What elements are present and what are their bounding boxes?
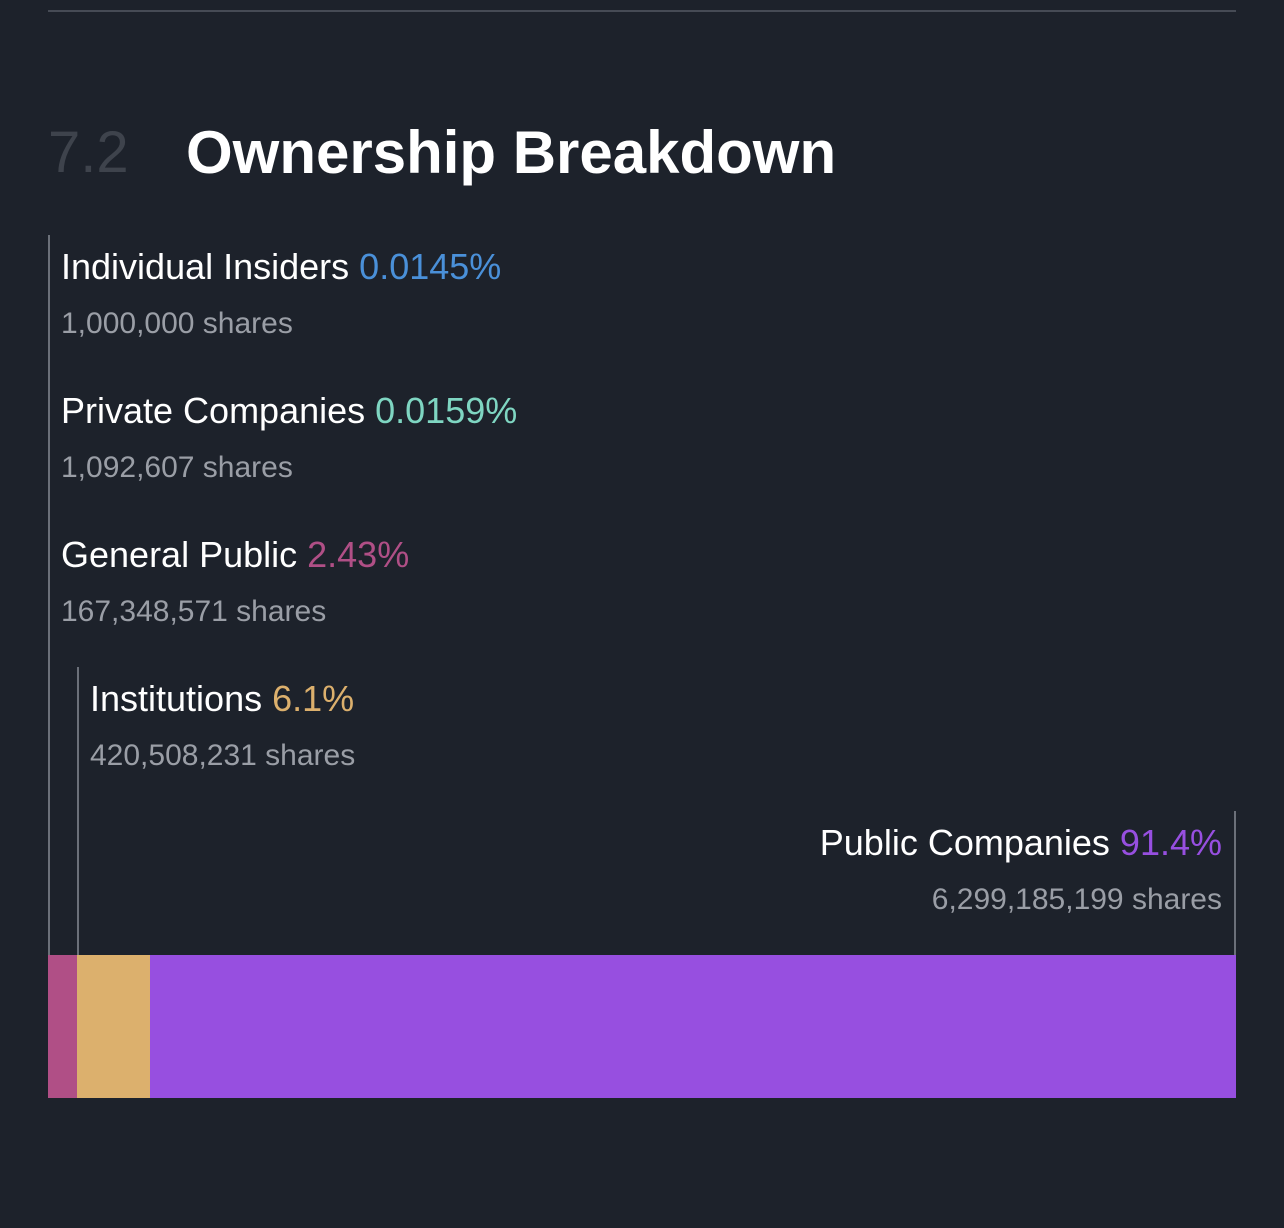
section-title: Ownership Breakdown	[186, 118, 837, 186]
legend-shares: 167,348,571 shares	[61, 595, 327, 628]
legend-name: Institutions	[90, 678, 273, 719]
section-number: 7.2	[48, 119, 129, 185]
legend-item: Private Companies 0.0159% 1,092,607 share…	[61, 391, 517, 485]
legend-name: Public Companies	[819, 822, 1120, 863]
bar-segment-general-public	[48, 955, 78, 1098]
legend-shares: 1,000,000 shares	[61, 307, 293, 340]
bar-segment-institutions	[77, 955, 150, 1098]
legend-percent: 2.43%	[307, 534, 410, 575]
section-divider	[48, 10, 1236, 12]
legend-percent: 0.0145%	[359, 246, 502, 287]
legend-item: Institutions 6.1% 420,508,231 shares	[90, 679, 355, 773]
section-header: 7.2 Ownership Breakdown	[48, 112, 836, 192]
legend-shares: 1,092,607 shares	[61, 451, 293, 484]
legend-percent: 6.1%	[272, 678, 355, 719]
legend-percent: 91.4%	[1119, 822, 1222, 863]
legend-percent: 0.0159%	[375, 390, 518, 431]
legend-item: General Public 2.43% 167,348,571 shares	[61, 535, 409, 629]
legend-name: Private Companies	[61, 390, 376, 431]
leader-line	[77, 667, 79, 955]
legend-shares: 420,508,231 shares	[90, 739, 356, 772]
legend-item: Individual Insiders 0.0145% 1,000,000 sha…	[61, 247, 501, 341]
leader-line	[1234, 811, 1236, 955]
bar-segment-public-companies	[149, 955, 1236, 1098]
legend-shares: 6,299,185,199 shares	[931, 883, 1222, 916]
leader-line	[48, 523, 50, 955]
legend-name: General Public	[61, 534, 308, 575]
legend-item: Public Companies 91.4% 6,299,185,199 shar…	[820, 823, 1222, 917]
legend-name: Individual Insiders	[61, 246, 360, 287]
